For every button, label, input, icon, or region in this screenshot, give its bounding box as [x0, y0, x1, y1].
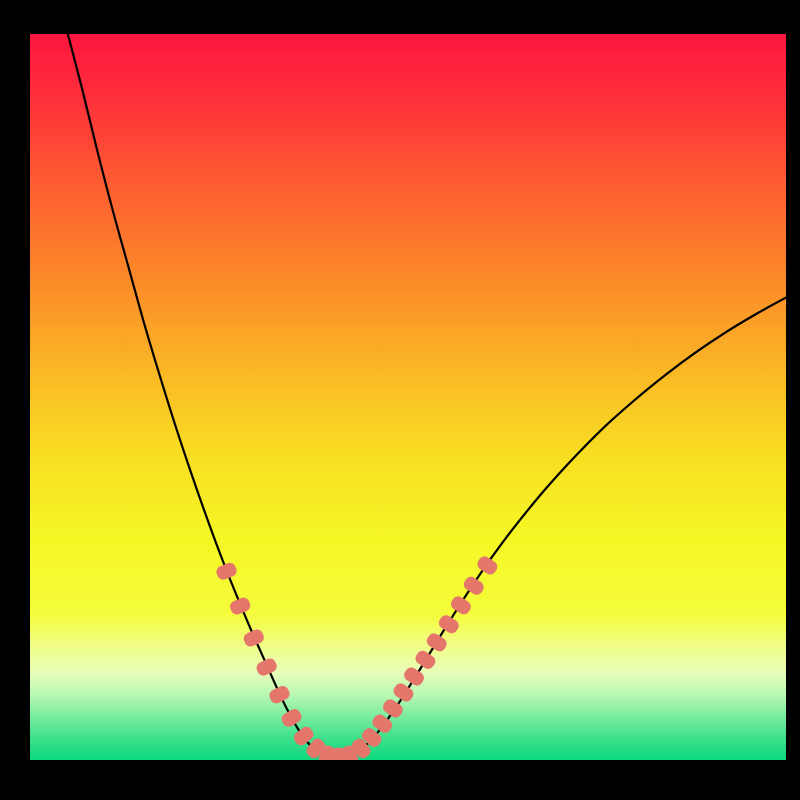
frame-right	[786, 0, 800, 800]
frame-top	[0, 0, 800, 34]
chart-background	[30, 34, 786, 760]
chart-svg	[30, 34, 786, 760]
frame-left	[0, 0, 30, 800]
frame-bottom	[0, 760, 800, 800]
chart-plot-area	[30, 34, 786, 760]
